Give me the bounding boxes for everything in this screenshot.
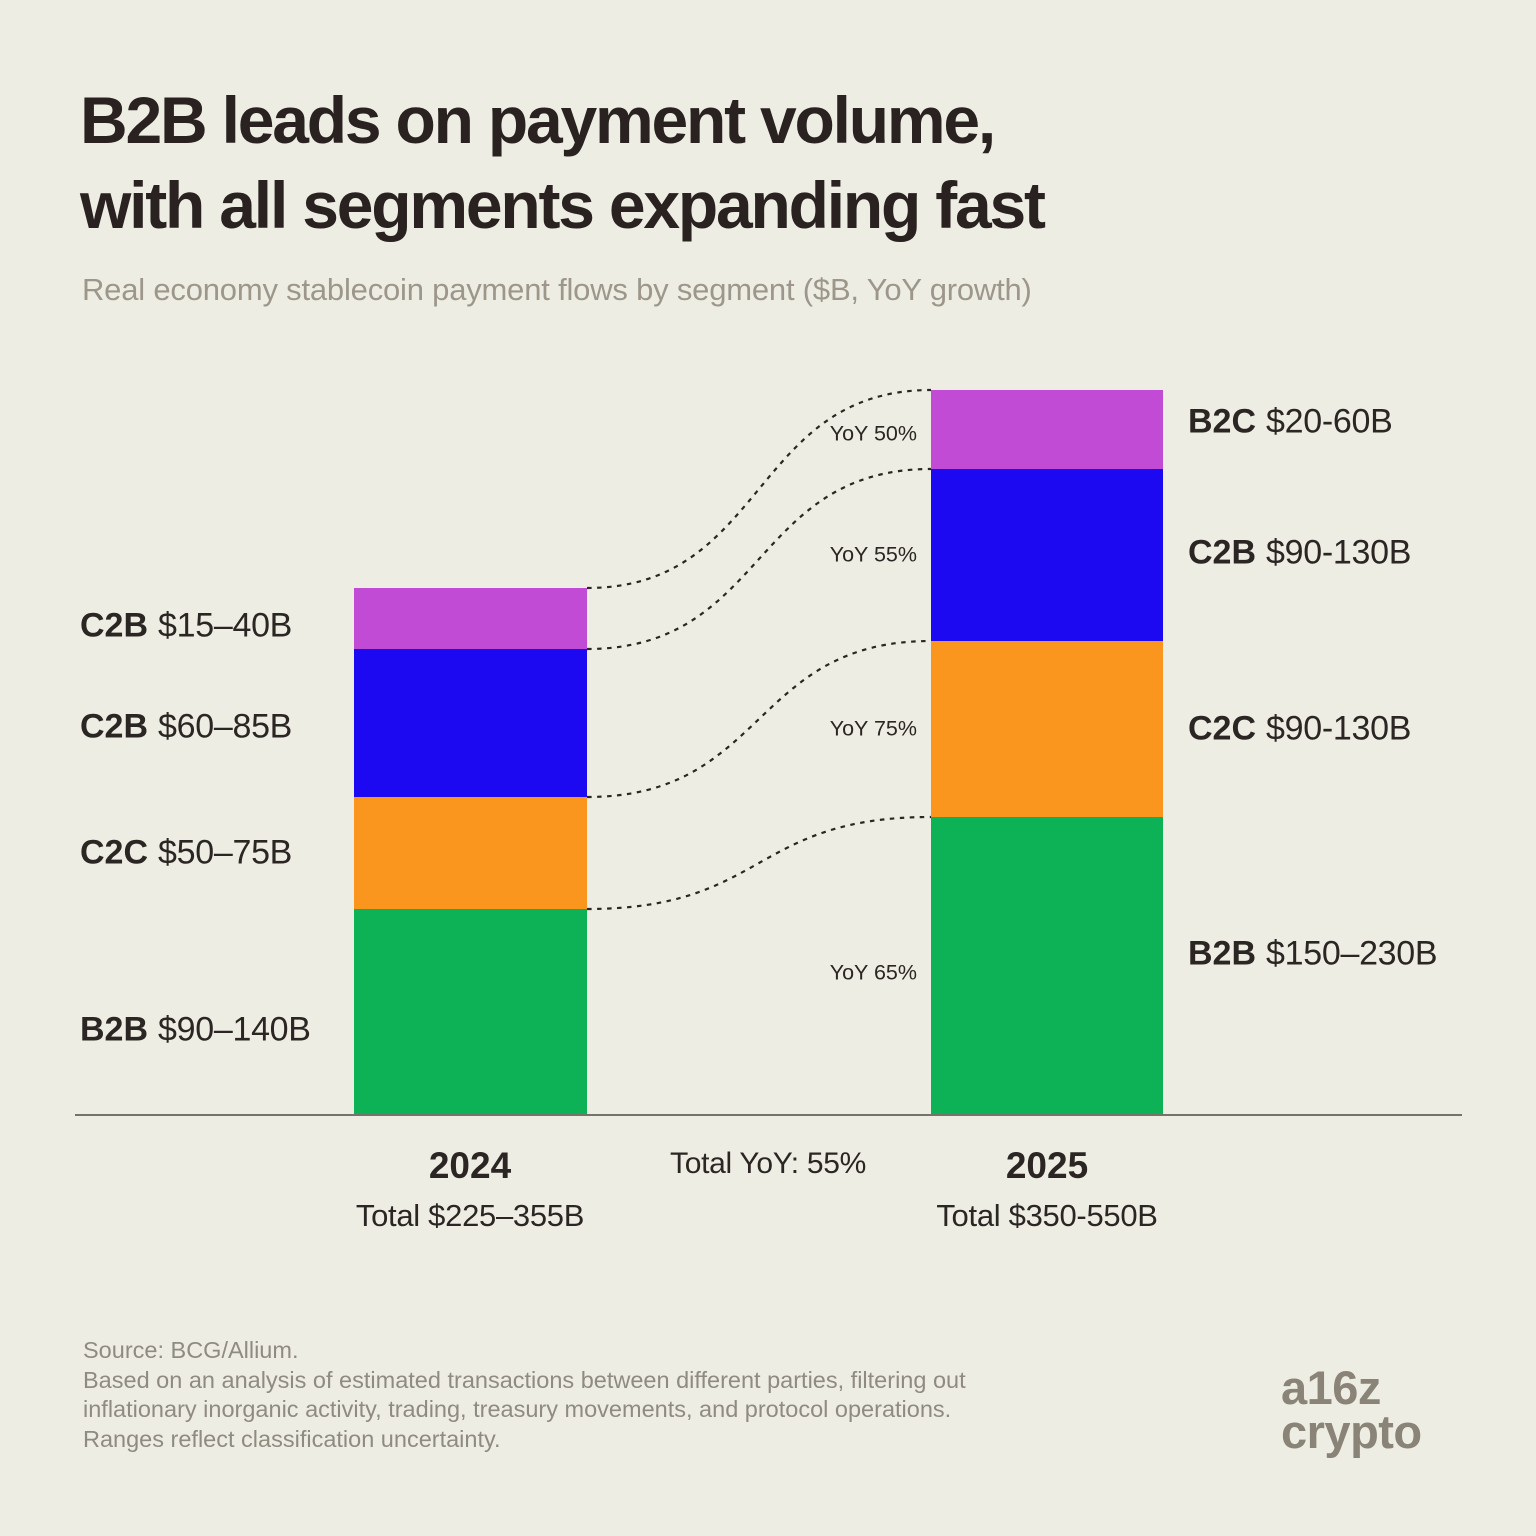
- x-axis-year-2025: 2025: [1005, 1145, 1089, 1186]
- bar-2025-b2b-segment: [931, 817, 1163, 1115]
- x-axis-group-2025: 2025 Total $350-550B: [867, 1145, 1227, 1234]
- source-note: Source: BCG/Allium. Based on an analysis…: [83, 1336, 966, 1454]
- label-2025-b2c-code: B2C: [1188, 402, 1257, 441]
- logo-line-2: crypto: [1281, 1405, 1422, 1458]
- bar-2025: [931, 390, 1163, 1115]
- label-2025-c2c-code: C2C: [1188, 709, 1257, 748]
- label-2024-c2b: C2B $60–85B: [80, 708, 292, 747]
- bar-2024: [354, 588, 587, 1115]
- label-2025-c2b-code: C2B: [1188, 533, 1257, 572]
- label-2025-b2c: B2C $20-60B: [1188, 402, 1393, 442]
- yoy-label-c2c: YoY 75%: [829, 716, 917, 741]
- label-2024-b2c-value: $15–40B: [158, 606, 293, 645]
- x-axis-total-2025: Total $350-550B: [936, 1198, 1158, 1233]
- bar-2024-b2b-segment: [354, 909, 587, 1115]
- label-2025-b2b: B2B $150–230B: [1188, 934, 1438, 974]
- label-2024-b2b: B2B $90–140B: [80, 1011, 311, 1050]
- yoy-label-b2b: YoY 65%: [829, 960, 917, 985]
- bar-2025-b2c-segment: [931, 390, 1163, 469]
- label-2024-c2c: C2C $50–75B: [80, 834, 292, 873]
- label-2025-c2b-value: $90-130B: [1266, 533, 1412, 572]
- source-line-1: Source: BCG/Allium.: [83, 1337, 299, 1363]
- page-subtitle: Real economy stablecoin payment flows by…: [82, 272, 1032, 307]
- label-2025-b2b-value: $150–230B: [1266, 934, 1438, 973]
- flow-curve-b2b: [586, 815, 932, 911]
- source-line-3: inflationary inorganic activity, trading…: [83, 1396, 952, 1422]
- bar-2025-c2b-segment: [931, 469, 1163, 641]
- label-2025-c2b: C2B $90-130B: [1188, 534, 1411, 573]
- label-2024-c2c-value: $50–75B: [158, 833, 293, 872]
- label-2025-c2c: C2C $90-130B: [1188, 710, 1411, 749]
- source-line-4: Ranges reflect classification uncertaint…: [83, 1425, 501, 1452]
- logo-line-1: a16z: [1281, 1361, 1381, 1414]
- bar-2024-c2b-segment: [354, 649, 587, 797]
- label-2024-c2b-code: C2B: [80, 707, 149, 746]
- page-title: B2B leads on payment volume, with all se…: [80, 78, 1046, 248]
- label-2024-c2c-code: C2C: [80, 833, 149, 872]
- yoy-label-c2b: YoY 55%: [829, 542, 917, 567]
- yoy-label-b2c: YoY 50%: [829, 421, 917, 446]
- label-2024-b2b-code: B2B: [80, 1010, 149, 1049]
- x-axis-total-2024: Total $225–355B: [355, 1198, 585, 1233]
- label-2024-b2c-code: C2B: [80, 606, 149, 645]
- bar-2025-c2c-segment: [931, 641, 1163, 817]
- label-2024-c2b-value: $60–85B: [158, 707, 293, 746]
- label-2025-c2c-value: $90-130B: [1266, 709, 1412, 748]
- label-2025-b2b-code: B2B: [1188, 934, 1257, 973]
- label-2024-b2b-value: $90–140B: [158, 1010, 311, 1049]
- label-2025-b2c-value: $20-60B: [1266, 402, 1393, 441]
- x-axis-line: [75, 1114, 1462, 1116]
- x-axis-year-2024: 2024: [428, 1145, 512, 1186]
- x-axis-group-2024: 2024 Total $225–355B: [290, 1145, 650, 1234]
- bar-2024-b2c-segment: [354, 588, 587, 649]
- total-yoy-label: Total YoY: 55%: [670, 1147, 866, 1180]
- label-2024-b2c: C2B $15–40B: [80, 607, 292, 646]
- a16z-crypto-logo: a16z crypto: [1281, 1361, 1422, 1458]
- title-line-1: B2B leads on payment volume,: [80, 83, 996, 157]
- title-line-2: with all segments expanding fast: [80, 168, 1046, 243]
- source-line-2: Based on an analysis of estimated transa…: [83, 1366, 966, 1393]
- bar-2024-c2c-segment: [354, 797, 587, 909]
